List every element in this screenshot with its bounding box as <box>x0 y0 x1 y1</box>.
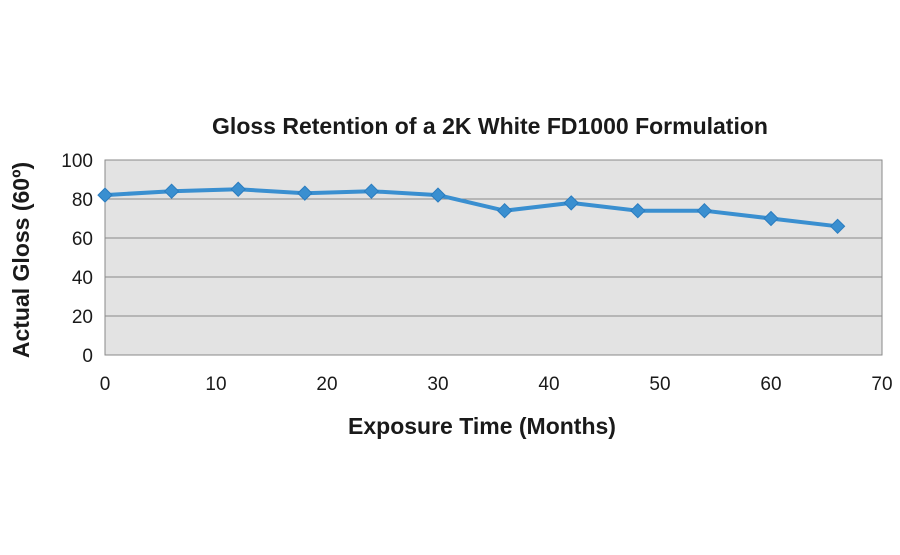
data-point-marker <box>430 187 446 203</box>
y-tick-label-60: 60 <box>72 229 93 250</box>
x-tick-label-30: 30 <box>427 374 448 395</box>
data-point-marker <box>297 185 313 201</box>
data-point-marker <box>230 181 246 197</box>
x-tick-label-10: 10 <box>205 374 226 395</box>
y-tick-label-80: 80 <box>72 190 93 211</box>
x-tick-label-60: 60 <box>760 374 781 395</box>
x-axis-title: Exposure Time (Months) <box>348 413 616 439</box>
data-point-marker <box>763 210 779 227</box>
data-point-marker <box>496 202 513 219</box>
series-layer <box>97 181 846 235</box>
y-axis-ticks: 0 20 40 60 80 100 <box>61 151 93 367</box>
data-point-marker <box>696 202 713 219</box>
x-tick-label-50: 50 <box>649 374 670 395</box>
data-point-marker <box>630 202 646 219</box>
data-point-marker <box>563 195 579 211</box>
gridlines <box>105 159 882 356</box>
data-point-marker <box>97 187 113 203</box>
x-tick-label-20: 20 <box>316 374 337 395</box>
y-axis-title: Actual Gloss (60º) <box>8 162 34 358</box>
chart-title: Gloss Retention of a 2K White FD1000 For… <box>212 113 768 139</box>
x-tick-label-0: 0 <box>100 374 111 395</box>
y-tick-label-20: 20 <box>72 307 93 328</box>
y-tick-label-0: 0 <box>82 346 93 367</box>
data-point-marker <box>163 183 180 199</box>
y-tick-label-100: 100 <box>61 151 93 172</box>
data-point-marker <box>829 218 846 235</box>
x-tick-label-70: 70 <box>871 374 892 395</box>
data-point-marker <box>363 183 380 199</box>
x-tick-label-40: 40 <box>538 374 559 395</box>
series-line-0 <box>103 187 840 229</box>
x-axis-ticks: 0 10 20 30 40 50 60 70 <box>100 374 893 395</box>
y-tick-label-40: 40 <box>72 268 93 289</box>
